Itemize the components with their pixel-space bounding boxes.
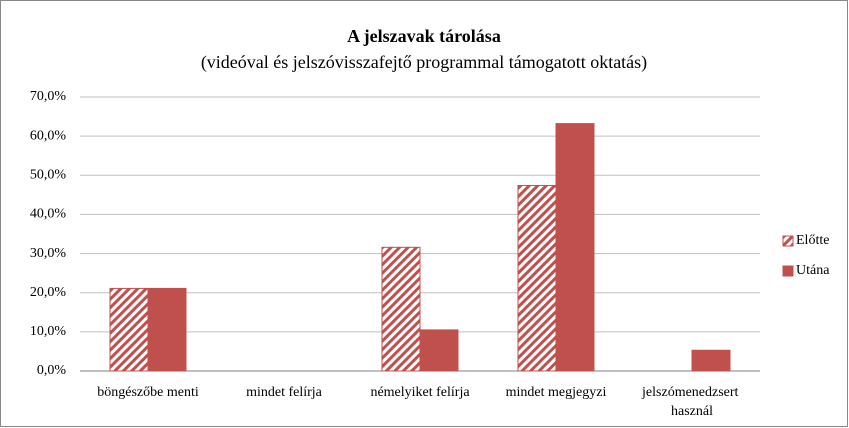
y-tick-label: 10,0% [30, 324, 67, 339]
bar [555, 123, 595, 372]
legend-label: Előtte [796, 233, 829, 248]
y-tick-label: 20,0% [30, 285, 67, 300]
y-tick-label: 60,0% [30, 128, 67, 143]
chart-title: A jelszavak tárolása [347, 26, 501, 46]
x-tick-label: némelyiket felírja [370, 385, 470, 400]
x-tick-line: jelszómenedzsert [641, 385, 742, 400]
y-tick-label: 70,0% [30, 89, 67, 104]
x-tick-label: böngészőbe menti [97, 385, 199, 400]
x-tick-line: használ [671, 404, 713, 419]
bar [147, 287, 187, 372]
legend-swatch [782, 265, 794, 277]
legend-label: Utána [796, 263, 830, 278]
bar [691, 349, 731, 372]
x-tick-label: mindet felírja [246, 385, 323, 400]
bar [381, 246, 421, 372]
x-tick-label: mindet megjegyzi [506, 385, 607, 400]
legend-swatch [782, 235, 794, 247]
y-tick-label: 30,0% [30, 246, 67, 261]
bar [419, 329, 459, 372]
y-tick-label: 50,0% [30, 168, 67, 183]
y-tick-label: 40,0% [30, 207, 67, 222]
bar [109, 287, 149, 372]
bar [517, 184, 557, 372]
chart-subtitle: (videóval és jelszóvisszafejtő programma… [201, 52, 647, 73]
x-tick-label: jelszómenedzsert használ [641, 385, 742, 419]
y-tick-label: 0,0% [37, 363, 67, 378]
